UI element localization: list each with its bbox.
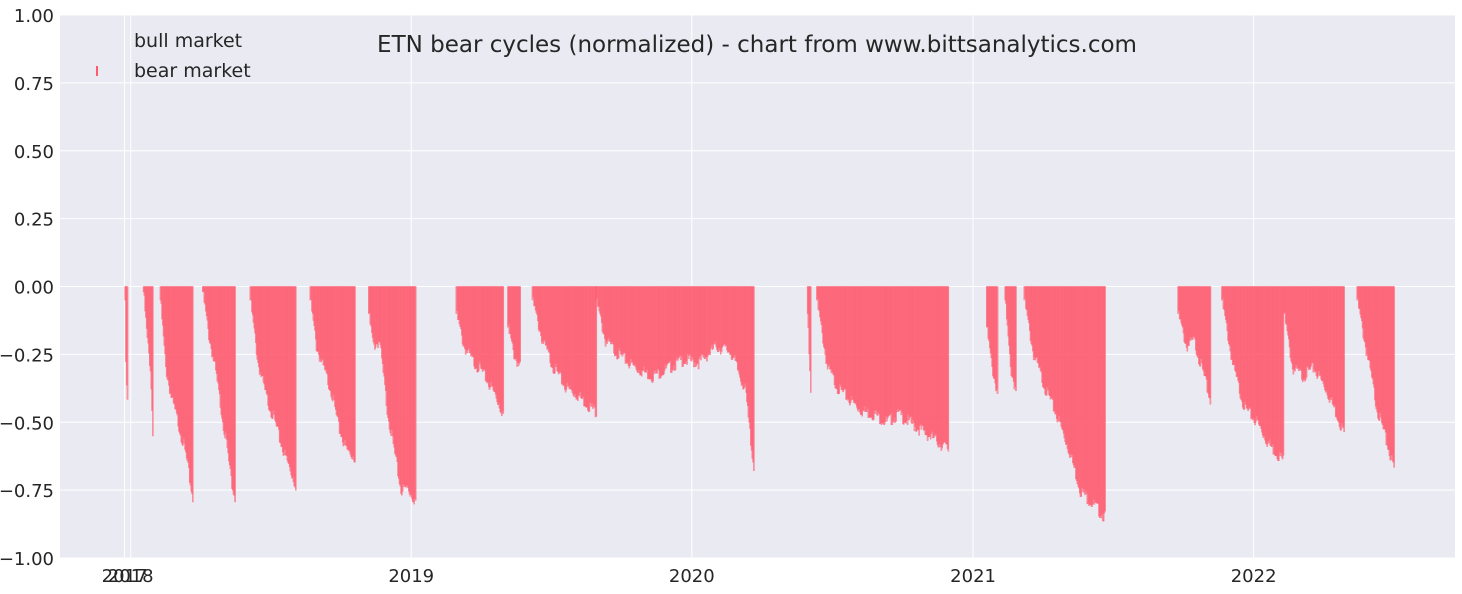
y-tick-label: 0.75 [14, 74, 54, 95]
bear-bar [295, 286, 297, 491]
bear-bar [234, 286, 236, 503]
y-tick-label: 0.50 [14, 142, 54, 163]
bear-bar [354, 286, 356, 463]
y-tick-label: −0.75 [0, 481, 54, 502]
x-tick-label: 2022 [1231, 566, 1277, 587]
legend-swatch-bear-market [96, 66, 98, 76]
bear-bar [1104, 286, 1106, 512]
bear-bar [126, 286, 129, 400]
bear-bar [753, 286, 755, 471]
legend: bull market bear market [96, 30, 251, 82]
y-tick-label: −0.50 [0, 413, 54, 434]
bear-bar [1282, 286, 1285, 456]
bear-market-bars [124, 286, 1395, 522]
legend-label-bull-market: bull market [134, 30, 242, 52]
bear-bar [519, 286, 521, 362]
x-tick-label: 2018 [108, 566, 154, 587]
x-tick-label: 2017 [102, 566, 148, 587]
bear-bar [502, 286, 505, 414]
legend-label-bear-market: bear market [134, 60, 251, 82]
y-axis-tick-labels: 1.00 0.75 0.50 0.25 0.00 −0.25 −0.50 −0.75 −1.00 [0, 6, 54, 570]
x-tick-label: 2019 [388, 566, 434, 587]
bear-bar [1393, 286, 1395, 468]
bear-bar [1343, 286, 1345, 433]
x-tick-label: 2020 [669, 566, 715, 587]
bear-bar [595, 286, 598, 417]
chart-title: ETN bear cycles (normalized) - chart fro… [377, 32, 1137, 58]
y-tick-label: 0.25 [14, 210, 54, 231]
bear-bar [192, 286, 194, 503]
bear-bar [1015, 286, 1017, 392]
bear-bar [996, 286, 999, 394]
y-tick-label: 0.00 [14, 278, 54, 299]
y-tick-label: 1.00 [14, 6, 54, 27]
legend-swatch-bull-market [96, 34, 98, 44]
bear-bar [1209, 286, 1212, 405]
bear-bar [947, 286, 950, 452]
bear-bar [152, 286, 154, 437]
bear-bar [414, 286, 417, 501]
y-tick-label: −1.00 [0, 549, 54, 570]
bear-bar [809, 286, 812, 393]
x-tick-label: 2021 [950, 566, 996, 587]
y-tick-label: −0.25 [0, 345, 54, 366]
